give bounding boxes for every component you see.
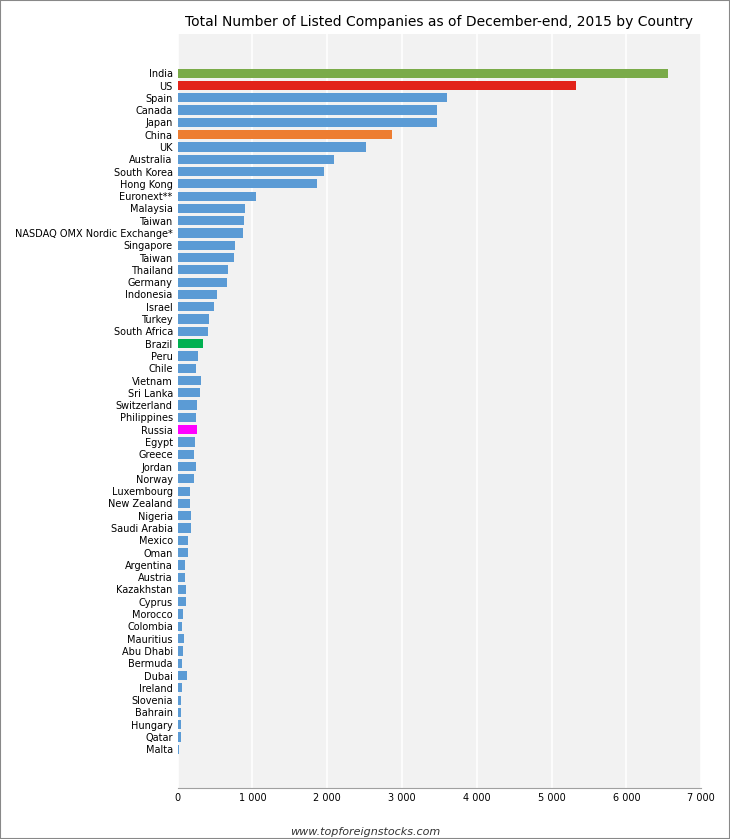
Bar — [177, 204, 245, 213]
Bar — [177, 376, 201, 385]
Bar — [177, 450, 194, 459]
Bar — [177, 363, 196, 373]
Bar — [177, 228, 242, 237]
Bar — [177, 326, 207, 336]
Bar — [177, 180, 317, 189]
Bar — [177, 659, 182, 668]
Bar — [177, 646, 182, 655]
Bar — [177, 216, 244, 226]
Bar — [177, 683, 182, 692]
Bar — [177, 425, 196, 435]
Bar — [177, 117, 437, 127]
Bar — [177, 289, 217, 299]
Bar — [177, 536, 188, 545]
Bar — [177, 154, 334, 164]
Bar — [177, 302, 213, 311]
Bar — [177, 315, 209, 324]
Bar — [177, 548, 188, 557]
Bar — [177, 388, 200, 398]
Bar — [177, 241, 235, 250]
Bar — [177, 191, 256, 201]
Bar — [177, 143, 366, 152]
Bar — [177, 732, 181, 742]
Bar — [177, 597, 186, 607]
Bar — [177, 708, 181, 717]
Bar — [177, 69, 668, 78]
Bar — [177, 167, 324, 176]
Bar — [177, 572, 185, 581]
Bar — [177, 462, 196, 472]
Bar — [177, 487, 191, 496]
Text: www.topforeignstocks.com: www.topforeignstocks.com — [290, 826, 440, 836]
Bar — [177, 524, 191, 533]
Bar — [177, 622, 182, 631]
Bar — [177, 696, 181, 705]
Bar — [177, 93, 447, 102]
Bar — [177, 352, 198, 361]
Bar — [177, 511, 191, 520]
Bar — [177, 609, 183, 618]
Bar — [177, 634, 183, 644]
Bar — [177, 339, 203, 348]
Bar — [177, 720, 180, 729]
Bar — [177, 265, 228, 274]
Bar — [177, 81, 576, 90]
Bar — [177, 671, 188, 680]
Bar — [177, 130, 392, 139]
Bar — [177, 474, 193, 483]
Bar — [177, 745, 179, 754]
Bar — [177, 278, 227, 287]
Title: Total Number of Listed Companies as of December-end, 2015 by Country: Total Number of Listed Companies as of D… — [185, 15, 694, 29]
Bar — [177, 400, 197, 409]
Bar — [177, 253, 234, 263]
Bar — [177, 413, 196, 422]
Bar — [177, 106, 437, 115]
Bar — [177, 437, 195, 446]
Bar — [177, 560, 185, 570]
Bar — [177, 585, 186, 594]
Bar — [177, 499, 190, 508]
